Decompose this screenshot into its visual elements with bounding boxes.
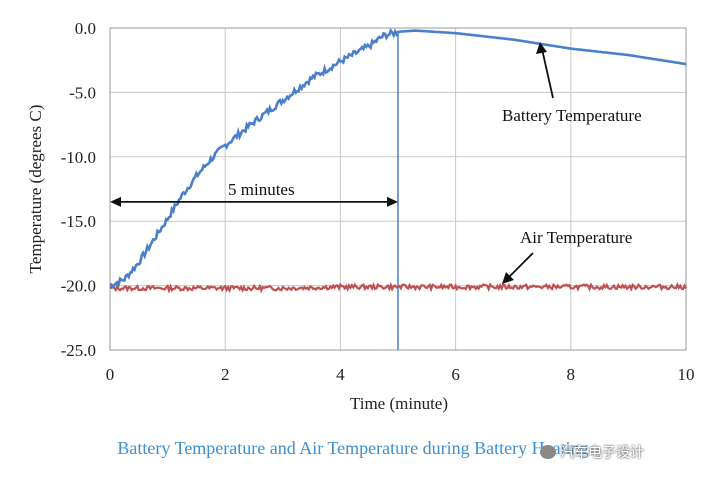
y-tick-label: 0.0 <box>75 19 96 38</box>
y-tick-label: -5.0 <box>69 83 96 102</box>
interval-arrow-right-head <box>387 196 398 207</box>
battery-series-label: Battery Temperature <box>502 106 642 125</box>
y-tick-label: -15.0 <box>61 212 96 231</box>
battery-pointer-head <box>536 42 547 54</box>
x-tick-label: 4 <box>336 365 345 384</box>
air-label-pointer <box>507 252 534 279</box>
x-axis-title: Time (minute) <box>350 394 448 413</box>
x-tick-label: 2 <box>221 365 230 384</box>
air-pointer-head <box>502 272 514 284</box>
battery-label-pointer <box>541 48 554 99</box>
air-temperature-series <box>109 281 687 294</box>
temperature-chart: 0.0 -5.0 -10.0 -15.0 -20.0 -25.0 0 2 4 6 8 10 5 mi… <box>26 19 695 413</box>
y-tick-label: -10.0 <box>61 148 96 167</box>
x-tick-label: 6 <box>451 365 460 384</box>
x-tick-label: 0 <box>106 365 115 384</box>
x-tick-label: 8 <box>567 365 576 384</box>
y-tick-label: -25.0 <box>61 341 96 360</box>
x-tick-label: 10 <box>678 365 695 384</box>
figure-caption: Battery Temperature and Air Temperature … <box>117 438 589 458</box>
interval-label: 5 minutes <box>228 180 295 199</box>
wechat-icon <box>540 445 556 459</box>
y-axis-title: Temperature (degrees C) <box>26 105 45 274</box>
battery-temperature-series <box>109 27 687 289</box>
y-tick-labels: 0.0 -5.0 -10.0 -15.0 -20.0 -25.0 <box>61 19 96 360</box>
air-series-label: Air Temperature <box>520 228 632 247</box>
x-tick-labels: 0 2 4 6 8 10 <box>106 365 695 384</box>
interval-arrow-left-head <box>110 196 121 207</box>
y-tick-label: -20.0 <box>61 277 96 296</box>
watermark-text: 汽车电子设计 <box>560 445 644 461</box>
watermark: 汽车电子设计 <box>540 440 690 464</box>
